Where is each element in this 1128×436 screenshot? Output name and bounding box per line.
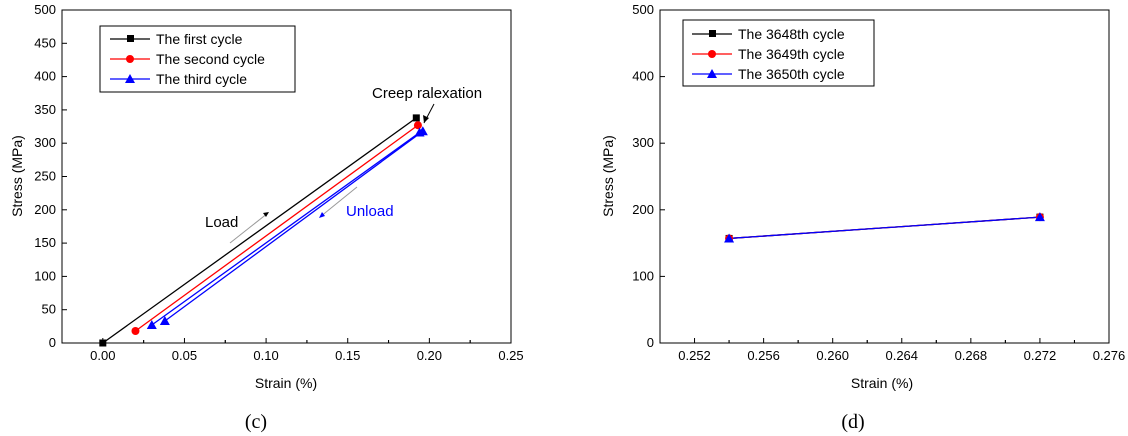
x-tick-label: 0.15 [335, 348, 360, 363]
data-point-series-2 [131, 327, 140, 336]
x-tick-label: 0.10 [253, 348, 278, 363]
series-line-3 [729, 216, 1040, 240]
arrow-unload [319, 186, 358, 218]
caption-c: (c) [245, 411, 267, 433]
caption-d: (d) [841, 411, 864, 433]
series-line-2 [135, 124, 419, 332]
legend-label-second-cycle: The second cycle [156, 51, 265, 67]
x-axis-label-d: Strain (%) [851, 375, 913, 391]
x-axis-label-c: Strain (%) [255, 375, 317, 391]
y-tick-label: 150 [34, 235, 56, 250]
annotation-unload: Unload [346, 203, 394, 220]
y-tick-label: 300 [34, 135, 56, 150]
legend-label-first-cycle: The first cycle [156, 31, 243, 47]
x-tick-label: 0.00 [90, 348, 115, 363]
y-tick-label: 450 [34, 35, 56, 50]
arrow-creep-head [423, 115, 429, 123]
arrow-load [229, 212, 269, 244]
data-point-series-3 [146, 320, 157, 330]
legend-label-third-cycle: The third cycle [156, 71, 247, 87]
arrow-load-head [263, 212, 269, 217]
y-tick-label: 400 [34, 69, 56, 84]
data-point-extra [159, 316, 170, 326]
legend-d: The 3648th cycle The 3649th cycle The 36… [682, 19, 875, 87]
y-tick-label: 500 [34, 2, 56, 17]
y-tick-label: 500 [632, 2, 654, 17]
legend-label-3649: The 3649th cycle [738, 46, 845, 62]
series-line-1 [102, 117, 417, 344]
y-tick-label: 350 [34, 102, 56, 117]
legend-marker-square [127, 35, 134, 42]
data-point-series-2 [413, 121, 422, 130]
legend-marker-triangle [707, 69, 717, 78]
annotation-load: Load [205, 214, 238, 231]
legend-c: The first cycle The second cycle The thi… [99, 25, 296, 93]
y-tick-label: 200 [34, 202, 56, 217]
legend-marker-circle [126, 55, 134, 63]
legend-label-3648: The 3648th cycle [738, 26, 845, 42]
y-tick-label: 100 [34, 268, 56, 283]
panel-c: 0 50 100 150 200 250 300 350 400 450 500 0.00 0.05 0… [9, 2, 524, 433]
legend-marker-circle [708, 50, 716, 58]
data-point-series-3 [1034, 212, 1045, 222]
panel-d: 0 100 200 300 400 500 0.252 0.256 0.260 0.264 0.2… [600, 2, 1125, 433]
y-tick-label: 300 [632, 135, 654, 150]
x-tick-label: 0.272 [1024, 348, 1057, 363]
y-tick-label: 0 [647, 335, 654, 350]
y-tick-label: 100 [632, 268, 654, 283]
y-tick-label: 250 [34, 169, 56, 184]
data-point-series-1 [99, 339, 107, 347]
x-tick-label: 0.260 [816, 348, 849, 363]
arrow-unload-head [319, 212, 325, 218]
data-point-series-3 [724, 233, 735, 243]
y-tick-label: 0 [49, 335, 56, 350]
x-tick-label: 0.25 [498, 348, 523, 363]
y-axis-label-c: Stress (MPa) [9, 135, 25, 217]
data-point-series-1 [412, 114, 420, 122]
y-tick-label: 400 [632, 69, 654, 84]
x-tick-label: 0.268 [955, 348, 988, 363]
annotation-creep-relaxation: Creep ralexation [372, 85, 482, 102]
legend-marker-triangle [125, 74, 135, 83]
legend-label-3650: The 3650th cycle [738, 66, 845, 82]
x-tick-label: 0.05 [172, 348, 197, 363]
legend-marker-square [709, 30, 716, 37]
y-tick-label: 200 [632, 202, 654, 217]
y-axis-label-d: Stress (MPa) [600, 135, 616, 217]
x-tick-label: 0.276 [1093, 348, 1126, 363]
x-tick-label: 0.264 [885, 348, 918, 363]
series-line-extra [164, 130, 424, 322]
x-tick-label: 0.252 [678, 348, 711, 363]
data-point-extra [417, 126, 428, 136]
series-line-3 [151, 132, 420, 326]
x-tick-label: 0.256 [747, 348, 780, 363]
x-tick-label: 0.20 [417, 348, 442, 363]
y-tick-label: 50 [42, 302, 56, 317]
